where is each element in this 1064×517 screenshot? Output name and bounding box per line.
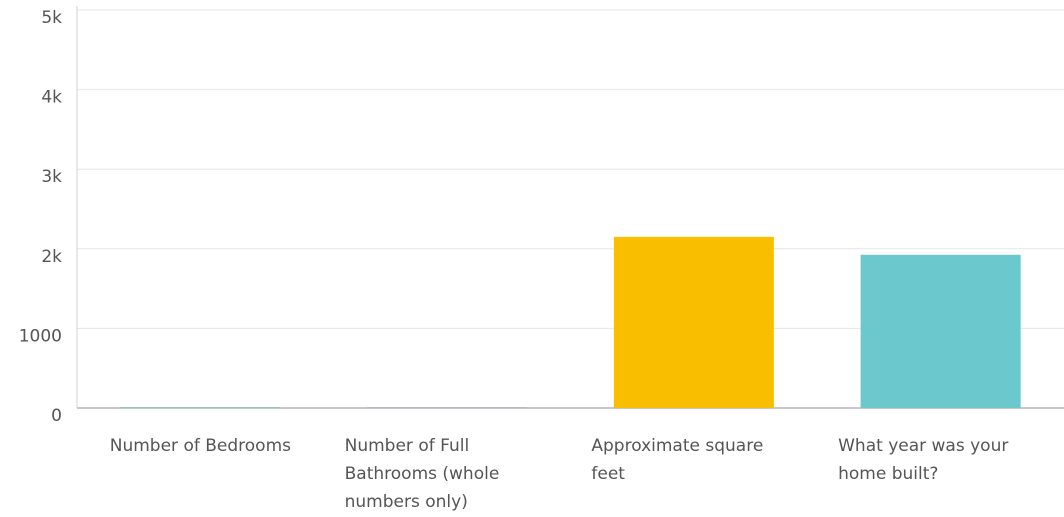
x-tick-label-box: What year was your home built? bbox=[817, 432, 1064, 488]
x-tick-label-box: Number of Full Bathrooms (whole numbers … bbox=[324, 432, 571, 516]
x-tick-label: What year was your home built? bbox=[838, 436, 1009, 484]
bar bbox=[613, 236, 774, 408]
bar bbox=[860, 254, 1021, 408]
x-tick-label-box: Approximate square feet bbox=[571, 432, 818, 488]
y-tick-label: 5k bbox=[41, 8, 62, 28]
x-tick-label: Number of Full Bathrooms (whole numbers … bbox=[344, 436, 500, 512]
x-tick-label: Number of Bedrooms bbox=[109, 436, 291, 456]
x-tick-label-box: Number of Bedrooms bbox=[77, 432, 324, 460]
y-tick-label: 3k bbox=[41, 167, 62, 187]
y-tick-label: 0 bbox=[51, 406, 62, 426]
y-tick-label: 2k bbox=[41, 247, 62, 267]
y-tick-label: 4k bbox=[41, 88, 62, 108]
y-tick-label: 1000 bbox=[19, 326, 62, 346]
x-tick-label: Approximate square feet bbox=[591, 436, 764, 484]
